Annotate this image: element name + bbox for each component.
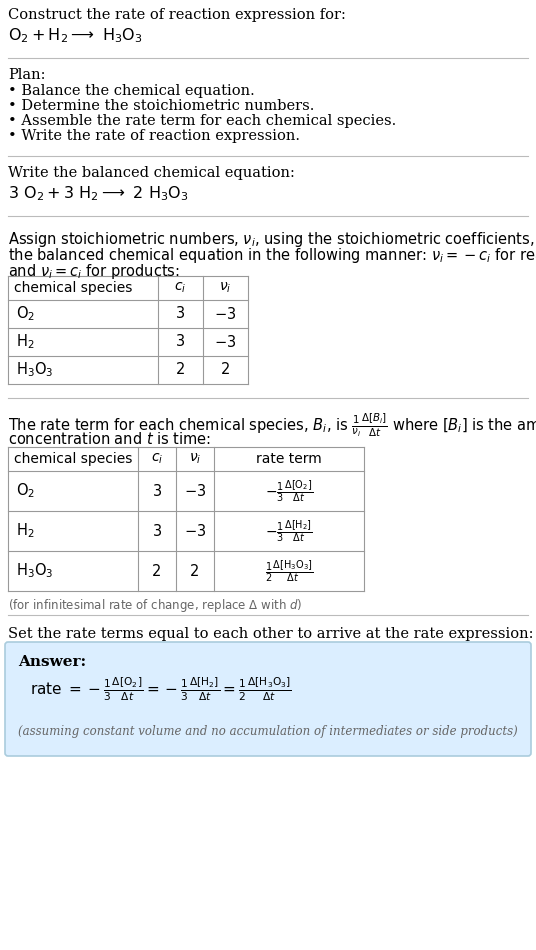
Text: 2: 2 <box>176 363 185 377</box>
Text: 2: 2 <box>152 563 162 579</box>
Text: $-3$: $-3$ <box>184 483 206 499</box>
FancyBboxPatch shape <box>5 642 531 756</box>
Text: chemical species: chemical species <box>14 281 132 295</box>
Text: the balanced chemical equation in the following manner: $\nu_i = -c_i$ for react: the balanced chemical equation in the fo… <box>8 246 536 265</box>
Text: 3: 3 <box>176 307 185 321</box>
Text: and $\nu_i = c_i$ for products:: and $\nu_i = c_i$ for products: <box>8 262 180 281</box>
Text: chemical species: chemical species <box>14 452 132 466</box>
Text: $c_i$: $c_i$ <box>151 452 163 466</box>
Text: $-\frac{1}{3}\frac{\Delta[\mathrm{O_2}]}{\Delta t}$: $-\frac{1}{3}\frac{\Delta[\mathrm{O_2}]}… <box>265 478 313 504</box>
Text: $\frac{1}{2}\frac{\Delta[\mathrm{H_3O_3}]}{\Delta t}$: $\frac{1}{2}\frac{\Delta[\mathrm{H_3O_3}… <box>265 559 313 584</box>
Text: $\mathrm{O_2}$: $\mathrm{O_2}$ <box>16 482 35 501</box>
Text: $\mathrm{O_2}$: $\mathrm{O_2}$ <box>16 305 35 323</box>
Text: $\mathrm{H_3O_3}$: $\mathrm{H_3O_3}$ <box>16 561 54 580</box>
Text: 3: 3 <box>152 484 161 499</box>
Text: (assuming constant volume and no accumulation of intermediates or side products): (assuming constant volume and no accumul… <box>18 725 518 738</box>
Text: $\mathrm{3\ O_2 + 3\ H_2 \longrightarrow \ 2\ H_3O_3}$: $\mathrm{3\ O_2 + 3\ H_2 \longrightarrow… <box>8 184 189 202</box>
Text: $-\frac{1}{3}\frac{\Delta[\mathrm{H_2}]}{\Delta t}$: $-\frac{1}{3}\frac{\Delta[\mathrm{H_2}]}… <box>265 518 313 543</box>
Text: $\mathrm{H_2}$: $\mathrm{H_2}$ <box>16 332 34 352</box>
Text: • Write the rate of reaction expression.: • Write the rate of reaction expression. <box>8 129 300 143</box>
Text: 3: 3 <box>152 523 161 539</box>
Text: $-3$: $-3$ <box>214 334 236 350</box>
Text: • Balance the chemical equation.: • Balance the chemical equation. <box>8 84 255 98</box>
Text: (for infinitesimal rate of change, replace $\Delta$ with $d$): (for infinitesimal rate of change, repla… <box>8 597 302 614</box>
Text: Assign stoichiometric numbers, $\nu_i$, using the stoichiometric coefficients, $: Assign stoichiometric numbers, $\nu_i$, … <box>8 230 536 249</box>
Text: Plan:: Plan: <box>8 68 46 82</box>
Text: $\mathrm{H_2}$: $\mathrm{H_2}$ <box>16 522 34 541</box>
Text: Answer:: Answer: <box>18 655 86 669</box>
Text: 2: 2 <box>190 563 200 579</box>
Text: Write the balanced chemical equation:: Write the balanced chemical equation: <box>8 166 295 180</box>
Text: $-3$: $-3$ <box>184 523 206 539</box>
Text: Set the rate terms equal to each other to arrive at the rate expression:: Set the rate terms equal to each other t… <box>8 627 533 641</box>
Text: The rate term for each chemical species, $B_i$, is $\frac{1}{\nu_i}\frac{\Delta[: The rate term for each chemical species,… <box>8 412 536 440</box>
Text: • Assemble the rate term for each chemical species.: • Assemble the rate term for each chemic… <box>8 114 396 128</box>
Text: $\nu_i$: $\nu_i$ <box>189 452 201 466</box>
Text: $\nu_i$: $\nu_i$ <box>219 281 232 295</box>
Text: $c_i$: $c_i$ <box>174 281 187 295</box>
Text: rate term: rate term <box>256 452 322 466</box>
Text: Construct the rate of reaction expression for:: Construct the rate of reaction expressio… <box>8 8 346 22</box>
Text: 3: 3 <box>176 334 185 350</box>
Text: concentration and $t$ is time:: concentration and $t$ is time: <box>8 431 211 447</box>
Text: $-3$: $-3$ <box>214 306 236 322</box>
Text: $\mathrm{H_3O_3}$: $\mathrm{H_3O_3}$ <box>16 361 54 379</box>
Text: $\mathrm{O_2 + H_2 \longrightarrow \ H_3O_3}$: $\mathrm{O_2 + H_2 \longrightarrow \ H_3… <box>8 26 143 45</box>
Text: • Determine the stoichiometric numbers.: • Determine the stoichiometric numbers. <box>8 99 315 113</box>
Text: 2: 2 <box>221 363 230 377</box>
Text: rate $= -\frac{1}{3}\frac{\Delta[\mathrm{O_2}]}{\Delta t}= -\frac{1}{3}\frac{\De: rate $= -\frac{1}{3}\frac{\Delta[\mathrm… <box>30 675 292 703</box>
